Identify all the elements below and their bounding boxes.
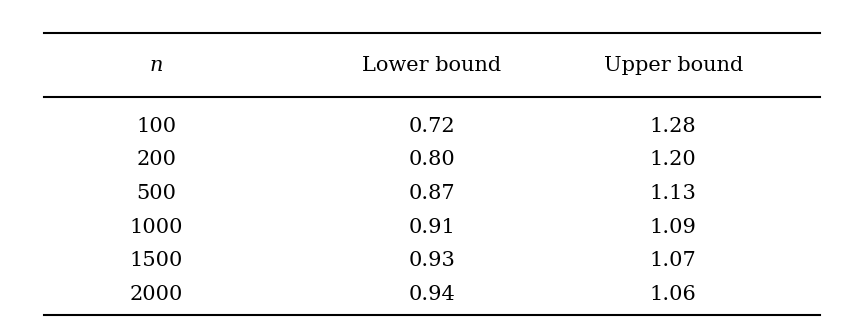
Text: 1.09: 1.09	[650, 218, 696, 237]
Text: 1.07: 1.07	[650, 251, 696, 270]
Text: 0.72: 0.72	[409, 117, 455, 136]
Text: 100: 100	[137, 117, 176, 136]
Text: 0.93: 0.93	[409, 251, 455, 270]
Text: 0.91: 0.91	[409, 218, 455, 237]
Text: 0.87: 0.87	[409, 184, 455, 203]
Text: 1.28: 1.28	[650, 117, 696, 136]
Text: 1.06: 1.06	[650, 285, 696, 304]
Text: Upper bound: Upper bound	[604, 56, 743, 75]
Text: Lower bound: Lower bound	[362, 56, 502, 75]
Text: 1000: 1000	[130, 218, 183, 237]
Text: 1.13: 1.13	[650, 184, 696, 203]
Text: 2000: 2000	[130, 285, 183, 304]
Text: 1.20: 1.20	[650, 151, 696, 169]
Text: n: n	[149, 56, 163, 75]
Text: 200: 200	[137, 151, 176, 169]
Text: 500: 500	[137, 184, 176, 203]
Text: 0.80: 0.80	[409, 151, 455, 169]
Text: 0.94: 0.94	[409, 285, 455, 304]
Text: 1500: 1500	[130, 251, 183, 270]
